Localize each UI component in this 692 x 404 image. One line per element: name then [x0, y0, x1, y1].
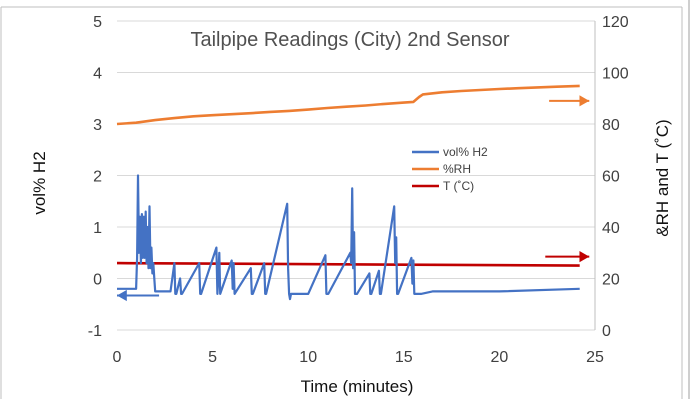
y2-tick-label: 120	[602, 14, 629, 31]
x-axis-title: Time (minutes)	[301, 377, 414, 396]
series-line-vol-h2	[117, 174, 580, 301]
x-tick-label: 25	[586, 349, 604, 366]
y-tick-label: 2	[93, 169, 102, 186]
y-tick-label: 3	[93, 117, 102, 134]
annotation-arrow-head	[579, 251, 590, 263]
series-layer	[116, 84, 580, 301]
chart-title: Tailpipe Readings (City) 2nd Sensor	[190, 29, 509, 51]
x-tick-label: 20	[491, 349, 509, 366]
series-line-t-c	[116, 261, 580, 267]
y2-tick-label: 80	[602, 117, 620, 134]
y-tick-label: 5	[93, 14, 102, 31]
annotation-arrow-head	[579, 95, 590, 107]
y2-tick-label: 100	[602, 66, 629, 83]
y2-tick-label: 0	[602, 323, 611, 340]
annotation-arrow-head	[117, 289, 127, 302]
x-tick-label: 0	[113, 349, 122, 366]
x-tick-label: 15	[395, 349, 413, 366]
x-tick-label: 5	[208, 349, 217, 366]
legend: vol% H2 %RH T (˚C)	[412, 145, 488, 193]
y2-tick-label: 40	[602, 220, 620, 237]
x-tick-label: 10	[299, 349, 317, 366]
y2-tick-label: 20	[602, 272, 620, 289]
y-tick-label: 0	[93, 272, 102, 289]
legend-label: vol% H2	[443, 145, 488, 159]
axes: -1 0 1 2 3 4 5 0 20 40 60 80 100 120 0 5 10 15 20 25	[88, 14, 629, 366]
y-tick-label: -1	[88, 323, 102, 340]
y-axis-title: vol% H2	[30, 151, 49, 214]
y2-axis-title: &RH and T (˚C)	[653, 119, 672, 236]
annotation-arrows	[117, 95, 590, 302]
y-tick-label: 1	[93, 220, 102, 237]
legend-label: %RH	[443, 162, 471, 176]
series-line-rh	[116, 84, 580, 126]
gridlines	[117, 20, 595, 331]
y-tick-label: 4	[93, 66, 102, 83]
legend-label: T (˚C)	[443, 179, 474, 193]
y2-tick-label: 60	[602, 169, 620, 186]
